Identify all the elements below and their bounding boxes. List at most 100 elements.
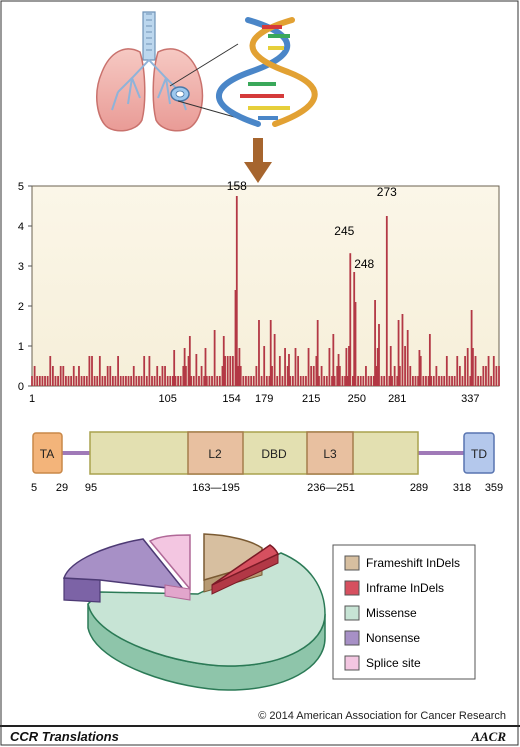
bar-residue-267: [378, 324, 380, 386]
bar-residue-199: [289, 376, 292, 386]
pie-slice-nonsense: [62, 538, 186, 591]
y-tick-label: 3: [18, 261, 24, 273]
bar-residue-311: [435, 366, 438, 386]
bar-residue-295: [414, 376, 417, 386]
domain-dbd-label: DBD: [261, 447, 287, 461]
bar-residue-341: [474, 356, 477, 386]
bar-residue-27: [65, 376, 67, 386]
domain-td: [463, 432, 495, 474]
bar-residue-217: [312, 366, 315, 386]
bar-residue-279: [393, 366, 396, 386]
domain-l2: [187, 431, 244, 475]
y-tick-label: 1: [18, 341, 24, 353]
bar-residue-333: [464, 356, 466, 386]
bar-residue-213: [307, 348, 310, 386]
bar-residue-113: [177, 376, 180, 386]
chart-annotations: 158 245 248 273: [227, 179, 397, 271]
bar-residue-55: [101, 376, 104, 386]
bar-residue-57: [104, 376, 106, 386]
bar-residue-273: [385, 216, 388, 386]
legend-label: Frameshift InDels: [366, 556, 460, 570]
chart-x-axis: 1 105 154 179 215 250 281 337: [29, 393, 480, 405]
bar-residue-165: [245, 376, 247, 386]
bar-residue-198: [288, 354, 290, 386]
domain-l3: [306, 431, 354, 475]
mutation-type-pie: [62, 533, 326, 691]
bar-residue-244: [348, 346, 350, 386]
bar-residue-177: [260, 376, 263, 386]
bar-residue-184: [269, 320, 272, 386]
bar-residue-195: [284, 348, 286, 386]
bar-residue-163: [242, 376, 245, 386]
bar-residue-319: [445, 356, 448, 386]
bar-residue-185: [271, 366, 273, 386]
bar-residue-15: [49, 356, 52, 386]
bar-residue-282: [397, 320, 400, 386]
bar-residue-103: [164, 366, 166, 386]
bar-residue-261: [370, 376, 373, 386]
x-tick-label: 337: [461, 393, 479, 405]
bar-residue-119: [185, 366, 187, 386]
bar-residue-305: [427, 376, 430, 386]
bar-residue-51: [96, 376, 99, 386]
bar-residue-317: [443, 376, 446, 386]
bar-residue-99: [158, 376, 161, 386]
bar-residue-337: [469, 376, 472, 386]
bar-residue-179: [263, 346, 266, 386]
bar-residue-253: [359, 376, 362, 386]
bar-residue-329: [458, 366, 461, 386]
bar-residue-359: [498, 366, 500, 386]
lungs-illustration: [96, 11, 239, 132]
bar-residue-299: [419, 356, 422, 386]
position-5: 5: [31, 482, 37, 494]
bar-residue-251: [357, 376, 360, 386]
bar-residue-315: [440, 376, 443, 386]
bar-residue-249: [354, 302, 357, 386]
bar-residue-63: [111, 376, 114, 386]
bar-residue-298: [418, 350, 421, 386]
annotation-273: 273: [377, 185, 397, 199]
bar-residue-75: [127, 376, 130, 386]
bar-residue-39: [80, 376, 83, 386]
bar-residue-321: [448, 376, 451, 386]
bar-residue-235: [336, 366, 339, 386]
bar-residue-293: [412, 376, 414, 386]
down-arrow-icon: [244, 138, 272, 183]
bar-residue-5: [36, 376, 39, 386]
bar-residue-121: [187, 356, 190, 386]
bar-residue-264: [374, 300, 376, 386]
bar-residue-175: [258, 320, 260, 386]
bar-residue-343: [477, 376, 480, 386]
pie-slice-nonsense-side: [63, 577, 101, 603]
bar-residue-233: [333, 376, 336, 386]
bar-residue-158: [235, 196, 238, 386]
bar-residue-97: [156, 366, 159, 386]
pie-slice-inframe: [211, 544, 280, 586]
bar-residue-239: [341, 376, 344, 386]
bar-residue-65: [114, 376, 117, 386]
bar-residue-181: [265, 376, 268, 386]
bar-residue-9: [41, 376, 44, 386]
bar-residue-287: [404, 346, 406, 386]
bar-residue-89: [145, 376, 148, 386]
bar-residue-248: [353, 272, 356, 386]
position-29: 29: [56, 482, 68, 494]
position-95: 95: [85, 482, 97, 494]
bar-residue-171: [252, 376, 255, 386]
bar-residue-17: [51, 366, 54, 386]
bar-residue-220: [316, 320, 319, 386]
bar-residue-281: [396, 376, 399, 386]
bar-residue-338: [470, 310, 473, 386]
bar-residue-201: [291, 376, 294, 386]
bar-residue-67: [117, 356, 119, 386]
position-236-251: 236—251: [307, 482, 355, 494]
dna-helix-icon: [216, 17, 318, 127]
bar-residue-169: [250, 376, 253, 386]
bar-residue-289: [406, 330, 409, 386]
bar-residue-277: [391, 376, 393, 386]
bar-residue-255: [362, 376, 365, 386]
legend-swatch: [344, 605, 360, 621]
legend-swatch: [344, 630, 360, 646]
x-tick-label: 179: [255, 393, 273, 405]
